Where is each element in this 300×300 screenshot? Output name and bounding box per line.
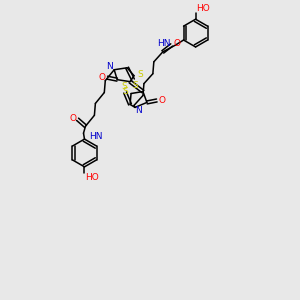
Text: HN: HN	[89, 132, 103, 141]
Text: HO: HO	[85, 173, 99, 182]
Text: O: O	[69, 114, 76, 123]
Text: N: N	[136, 106, 142, 115]
Text: HN: HN	[157, 38, 171, 47]
Text: O: O	[158, 96, 165, 105]
Text: S: S	[132, 81, 138, 90]
Text: HO: HO	[196, 4, 210, 13]
Text: O: O	[99, 73, 106, 82]
Text: N: N	[106, 62, 112, 71]
Text: O: O	[173, 40, 180, 49]
Text: S: S	[121, 82, 127, 91]
Text: S: S	[122, 87, 128, 96]
Text: S: S	[137, 70, 143, 79]
